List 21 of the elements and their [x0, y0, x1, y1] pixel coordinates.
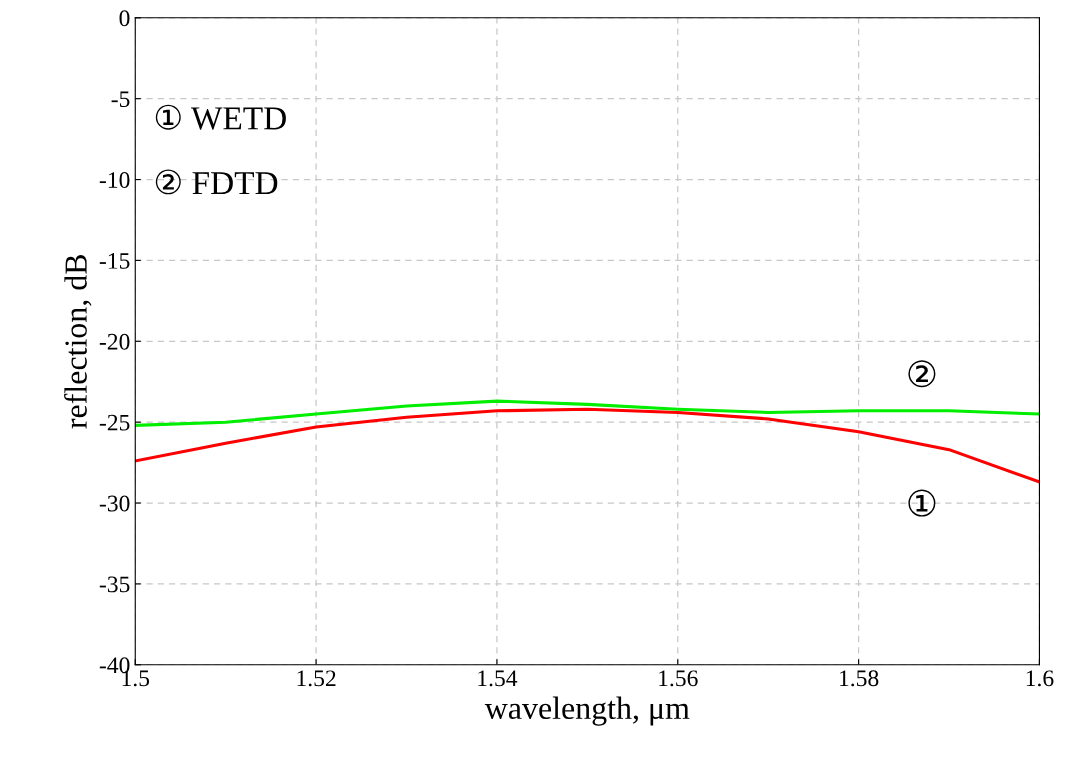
x-tick-label: 1.6 [1026, 670, 1054, 687]
annotation: ② FDTD [155, 169, 278, 195]
x-tick-label: 1.54 [478, 670, 518, 687]
y-tick-label: -20 [99, 333, 130, 350]
annotation: ② [908, 360, 936, 388]
x-tick-label: 1.58 [840, 670, 879, 687]
y-tick-label: -15 [99, 253, 130, 269]
y-tick-label: -35 [99, 576, 130, 593]
y-tick-label: -10 [99, 172, 130, 188]
line-series [135, 399, 1040, 427]
y-axis-title: reflection, dB [64, 255, 92, 429]
x-tick-label: 1.52 [297, 670, 336, 687]
x-tick-label: 1.56 [659, 670, 698, 687]
y-tick-label: -30 [99, 495, 130, 512]
annotation: ① WETD [155, 104, 286, 130]
annotation: ① [908, 489, 936, 517]
y-tick-label: -25 [99, 414, 130, 431]
line-series [135, 407, 1040, 484]
x-axis-title: wavelength, μm [484, 696, 690, 726]
y-tick-label: 0 [119, 10, 130, 27]
y-tick-label: -5 [111, 91, 130, 108]
